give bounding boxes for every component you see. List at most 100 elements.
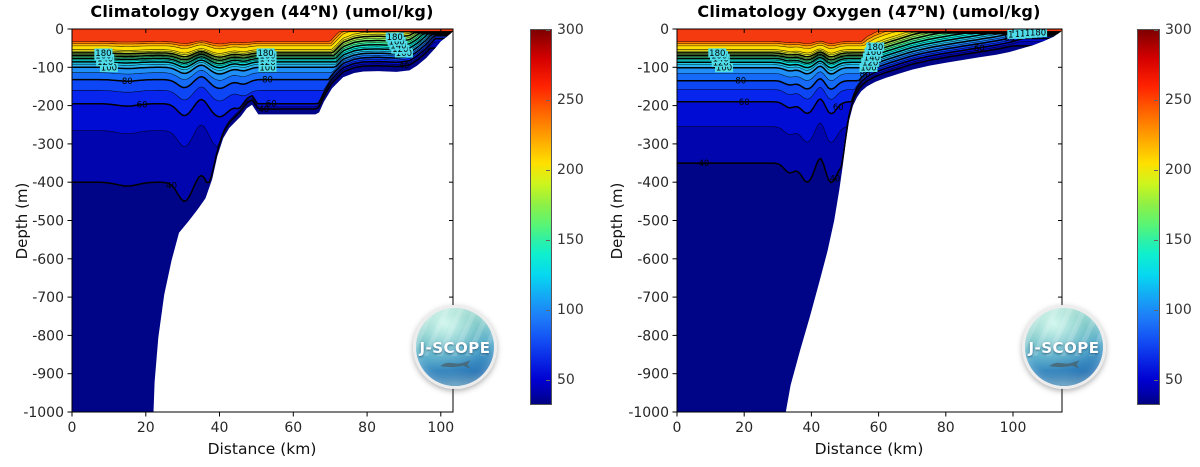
svg-text:-400: -400	[637, 175, 669, 191]
svg-text:-700: -700	[637, 290, 669, 306]
svg-text:120: 120	[862, 58, 878, 68]
colorbar-tick	[546, 380, 550, 382]
svg-text:120: 120	[392, 45, 408, 55]
plot-title-44n: Climatology Oxygen (44oN) (umol/kg)	[62, 2, 462, 21]
colorbar-tick-label: 250	[557, 92, 584, 108]
svg-text:180: 180	[709, 49, 725, 59]
colorbar-tick-label: 300	[557, 22, 584, 38]
x-axis-label-44n: Distance (km)	[207, 440, 317, 458]
colorbar-tick-label: 200	[557, 162, 584, 179]
svg-text:100: 100	[427, 420, 454, 436]
svg-text:160: 160	[388, 37, 404, 47]
jscope-logo-text: J-SCOPE	[419, 339, 491, 358]
svg-text:80: 80	[937, 420, 955, 436]
svg-text:100: 100	[860, 64, 876, 74]
svg-text:180: 180	[1030, 29, 1046, 39]
contour-plot-47n: 4040606060808080100100100120120120140140…	[628, 22, 1063, 436]
y-axis-label-44n: Depth (m)	[13, 182, 31, 260]
svg-text:-300: -300	[637, 137, 669, 153]
svg-text:100: 100	[396, 49, 412, 59]
svg-text:100: 100	[1000, 420, 1027, 436]
colorbar-tick	[1154, 240, 1158, 242]
colorbar-tick	[546, 30, 550, 31]
degree-superscript: o	[917, 2, 925, 14]
svg-text:-400: -400	[32, 175, 64, 191]
light-rays-decoration	[416, 308, 494, 357]
seafloor-glow-decoration	[416, 368, 494, 386]
colorbar-tick-label: 300	[1165, 22, 1192, 38]
title-text: N) (umol/kg)	[317, 2, 434, 21]
title-text: Climatology Oxygen (44	[90, 2, 311, 21]
svg-text:180: 180	[95, 49, 111, 59]
colorbar-tick	[546, 170, 550, 172]
svg-text:60: 60	[974, 44, 985, 54]
svg-text:20: 20	[735, 420, 753, 436]
svg-text:-200: -200	[637, 99, 669, 115]
svg-text:140: 140	[864, 53, 880, 63]
svg-text:-600: -600	[637, 252, 669, 268]
svg-text:40: 40	[829, 175, 840, 185]
svg-text:60: 60	[870, 420, 888, 436]
svg-text:180: 180	[867, 43, 883, 53]
svg-text:-900: -900	[637, 367, 669, 383]
svg-text:-800: -800	[32, 328, 64, 344]
svg-text:-500: -500	[637, 214, 669, 230]
colorbar-tick-label: 100	[1165, 302, 1192, 319]
colorbar-tick	[1154, 170, 1158, 172]
svg-text:40: 40	[258, 105, 269, 115]
svg-text:40: 40	[398, 62, 409, 72]
degree-superscript: o	[310, 2, 318, 14]
fish-icon	[1048, 360, 1080, 370]
svg-text:-500: -500	[32, 214, 64, 230]
colorbar-tick-label: 200	[1165, 162, 1192, 179]
colorbar-tick	[546, 100, 550, 101]
svg-text:60: 60	[284, 420, 302, 436]
svg-text:-300: -300	[32, 137, 64, 153]
svg-text:40: 40	[211, 420, 229, 436]
seafloor-glow-decoration	[1025, 368, 1103, 386]
colorbar-tick-label: 150	[557, 232, 584, 249]
colorbar-44n: 300 250 200 150 100 50	[530, 22, 584, 405]
svg-text:-100: -100	[32, 60, 64, 76]
svg-text:60: 60	[137, 101, 148, 111]
svg-text:-900: -900	[32, 367, 64, 383]
svg-text:80: 80	[735, 77, 746, 87]
colorbar-tick-label: 250	[1165, 92, 1192, 108]
svg-text:60: 60	[739, 98, 750, 108]
colorbar-47n: 300 250 200 150 100 50	[1137, 22, 1192, 405]
svg-text:100: 100	[101, 64, 117, 74]
colorbar-tick	[1154, 380, 1158, 382]
svg-text:80: 80	[1004, 34, 1015, 44]
svg-text:80: 80	[262, 76, 273, 86]
colorbar-tick-label: 50	[1165, 372, 1183, 389]
svg-text:100: 100	[716, 64, 732, 74]
svg-text:140: 140	[390, 41, 406, 51]
svg-text:80: 80	[860, 70, 871, 80]
contour-plot-44n: 4040406060808010010010012012012014014014…	[23, 22, 454, 436]
colorbar-tick	[546, 240, 550, 242]
svg-text:-1000: -1000	[628, 405, 669, 421]
jscope-logo-watermark: J-SCOPE	[413, 305, 497, 389]
svg-text:60: 60	[266, 100, 277, 110]
svg-text:40: 40	[802, 420, 820, 436]
svg-text:0: 0	[673, 420, 682, 436]
colorbar-tick	[1154, 100, 1158, 101]
svg-text:-1000: -1000	[23, 405, 64, 421]
x-axis-label-47n: Distance (km)	[814, 440, 924, 458]
colorbar-tick-label: 100	[557, 302, 584, 319]
svg-text:40: 40	[166, 181, 177, 191]
plot-title-47n: Climatology Oxygen (47oN) (umol/kg)	[669, 2, 1069, 21]
colorbar-tick	[546, 310, 550, 312]
svg-text:180: 180	[257, 49, 273, 59]
colorbar-tick-label: 150	[1165, 232, 1192, 249]
y-axis-label-47n: Depth (m)	[608, 182, 626, 260]
title-text: N) (umol/kg)	[924, 2, 1041, 21]
jscope-logo-text: J-SCOPE	[1028, 339, 1100, 358]
svg-text:20: 20	[137, 420, 155, 436]
svg-text:80: 80	[358, 420, 376, 436]
svg-text:0: 0	[55, 22, 64, 38]
colorbar-tick	[1154, 310, 1158, 312]
svg-text:0: 0	[68, 420, 77, 436]
svg-text:-800: -800	[637, 328, 669, 344]
